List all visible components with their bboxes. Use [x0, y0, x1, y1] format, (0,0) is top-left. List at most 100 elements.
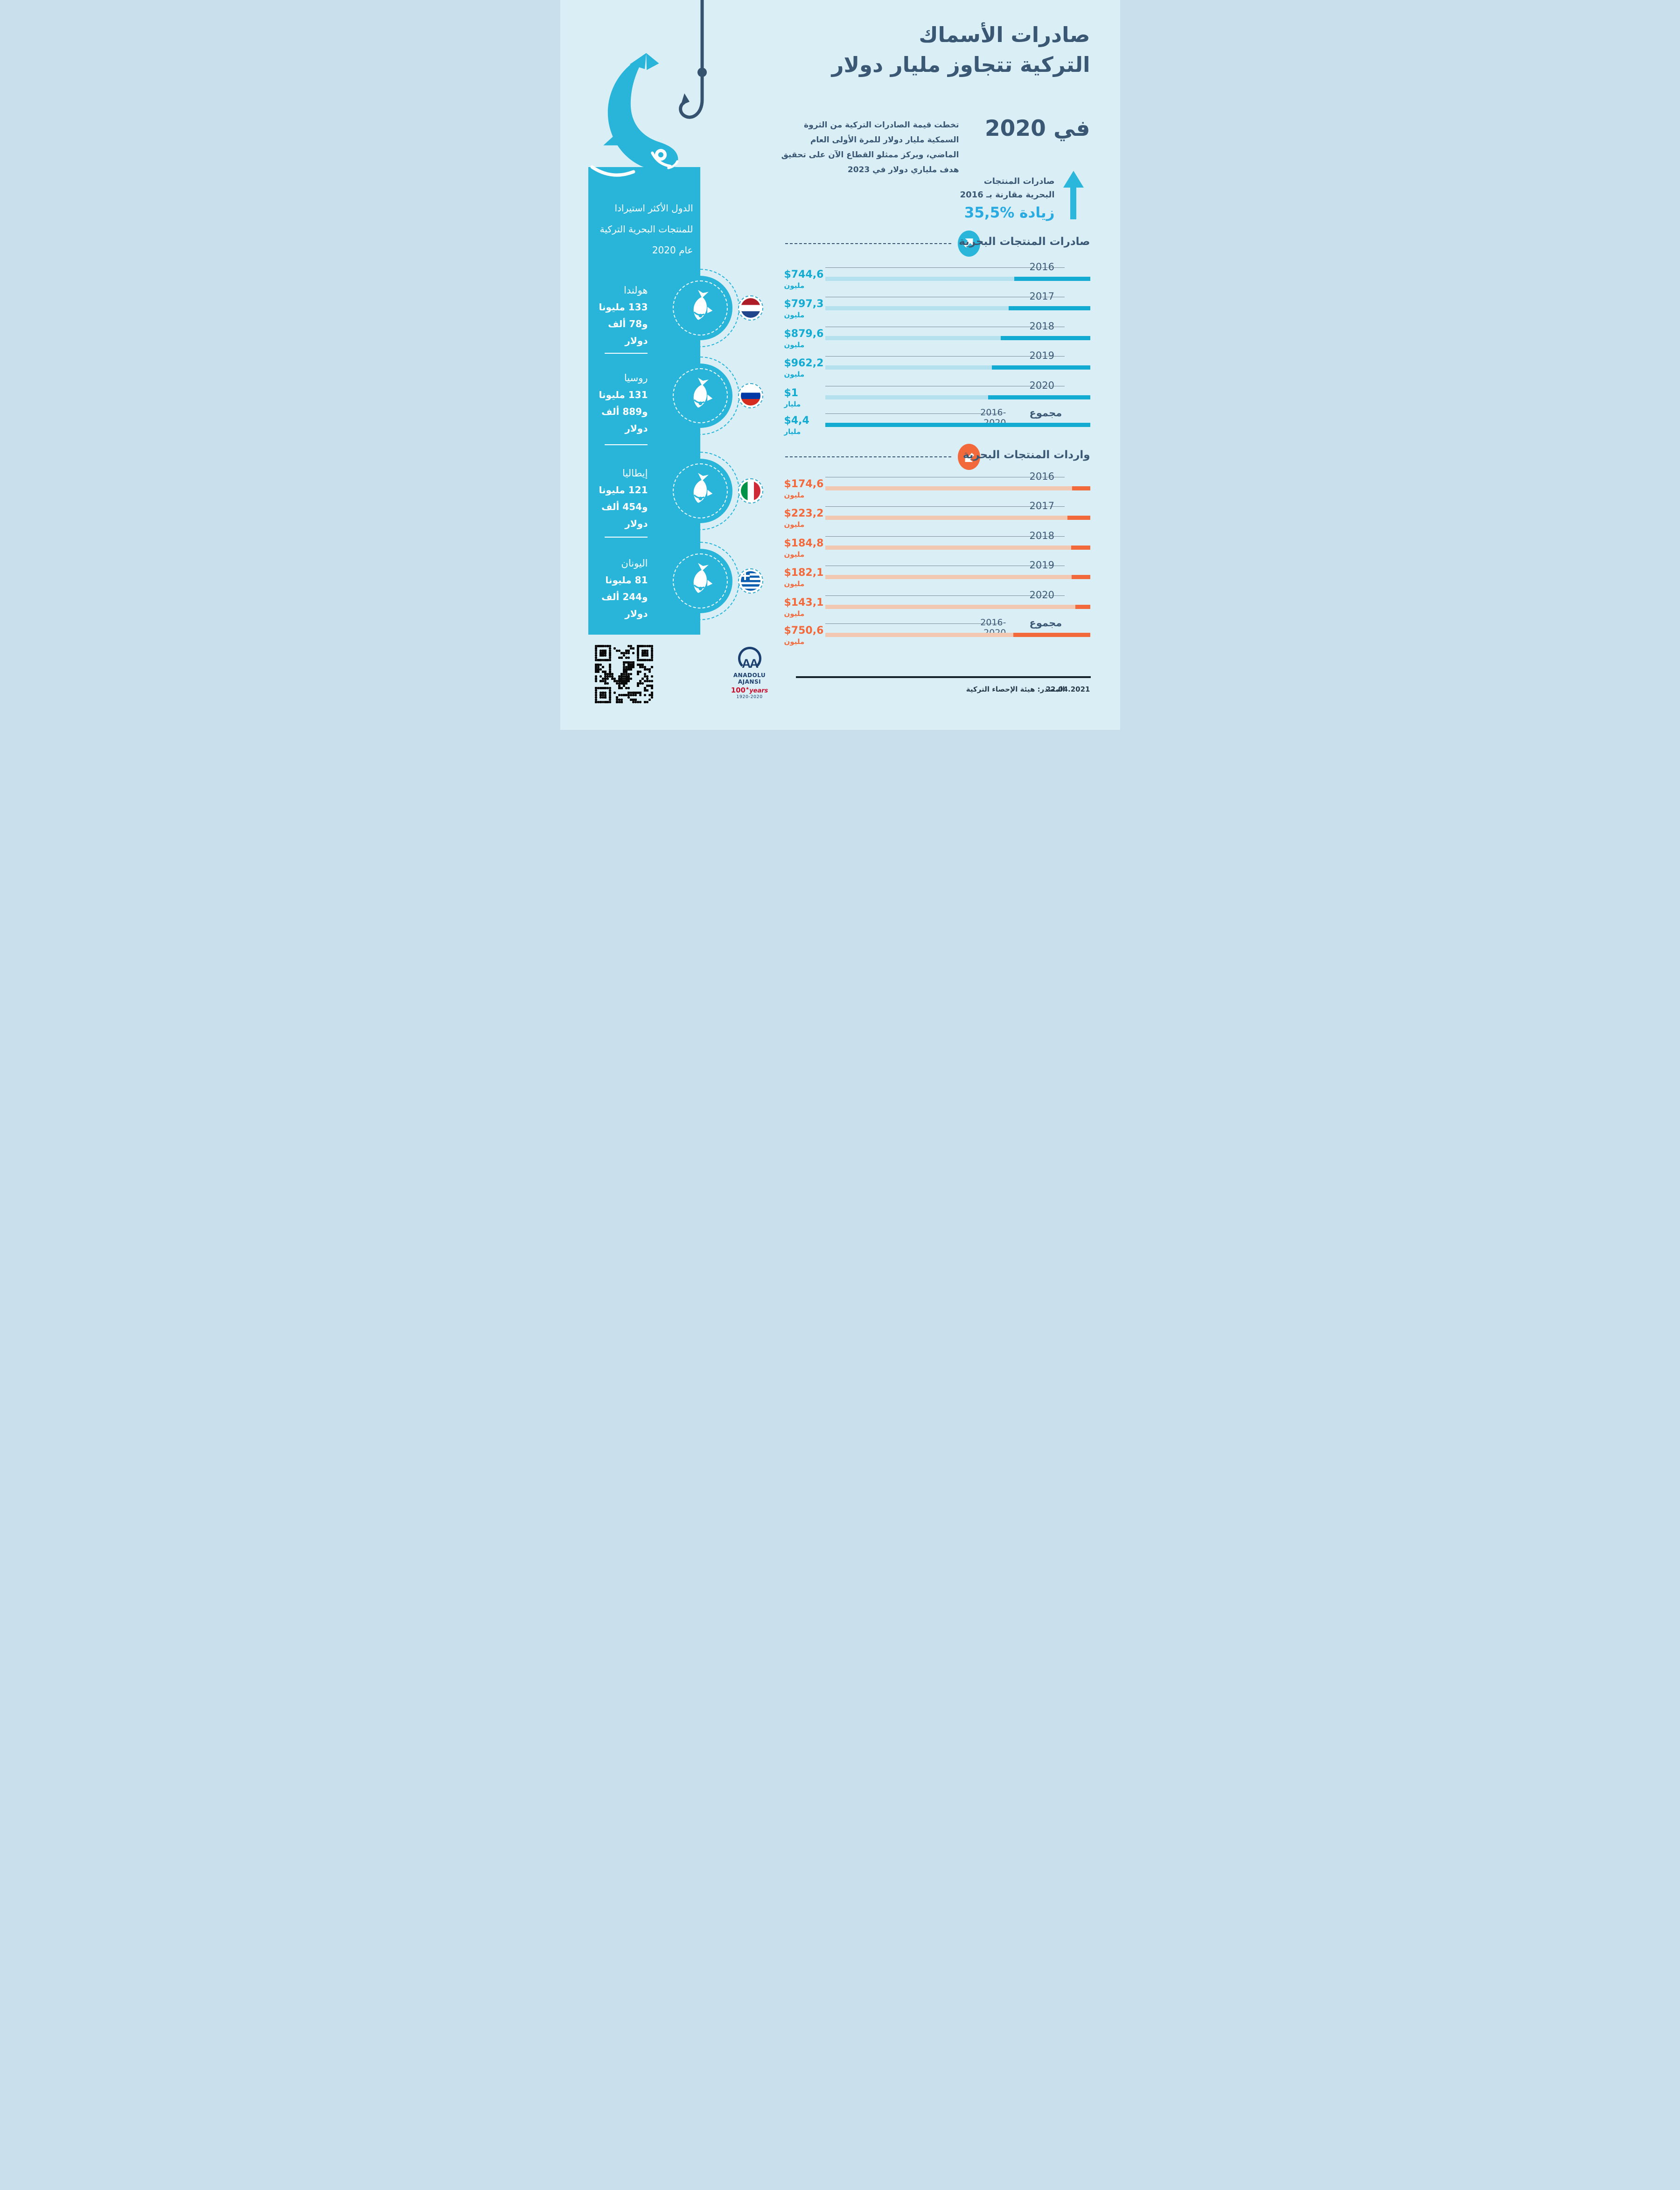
fishing-hook-icon: [678, 0, 707, 119]
aa-logo-letters: AA: [742, 657, 759, 671]
increase-headline: زيادة %35,5: [964, 204, 1055, 221]
country-amount-line-2: و454 ألف دولار: [601, 501, 648, 529]
year-label: 2017: [1029, 291, 1054, 302]
bar-track: [825, 395, 1090, 399]
flag-gr-icon: [740, 571, 760, 591]
panel-heading: الدول الأكثر استيرادا للمنتجات البحرية ال…: [598, 198, 693, 261]
panel-separator: [604, 444, 648, 445]
country-fish-circle: [668, 364, 732, 428]
flag-nl-icon: [740, 298, 760, 318]
imports-arrow-icon: [957, 444, 980, 470]
value-amount: $143,1: [784, 597, 824, 609]
country-fish-circle: [668, 549, 732, 613]
year-label: 2019: [1029, 350, 1054, 361]
value-unit: مليون: [784, 341, 805, 349]
value-unit: مليون: [784, 281, 805, 290]
value-label: $143,1 مليون: [784, 597, 824, 619]
source-label: المصدر: هيئة الإحصاء التركية: [966, 685, 1065, 693]
year-label: 2020: [1029, 380, 1054, 391]
year-label: 2018: [1029, 321, 1054, 332]
page-title-line-3: في 2020: [984, 116, 1090, 141]
bar-fill: [1072, 486, 1090, 490]
country-amount-line-2: و889 ألف دولار: [601, 406, 648, 434]
country-amount-line-1: 121 مليونا: [599, 484, 648, 496]
increase-up-arrow-icon: [1063, 171, 1084, 220]
value-amount: $962,2: [784, 357, 824, 369]
infographic-root: الدول الأكثر استيرادا للمنتجات البحرية ال…: [560, 0, 1120, 730]
agency-name: ANADOLU AJANSI: [733, 672, 766, 685]
value-unit: مليون: [784, 311, 805, 319]
value-label: $879,6 مليون: [784, 329, 824, 350]
exports-dashed-divider: [785, 243, 951, 244]
country-amount-line-2: و244 ألف دولار: [601, 591, 648, 619]
value-label: $182,1 مليون: [784, 567, 824, 589]
value-amount: $174,6: [784, 478, 824, 490]
value-amount: $223,2: [784, 508, 824, 519]
exports-section: صادرات المنتجات البحرية 2016 $744,6 مليون 2…: [784, 231, 1090, 443]
value-unit: مليون: [784, 370, 805, 378]
greek-flag-canton: [740, 571, 750, 580]
bar-track: [825, 633, 1090, 637]
subtitle-line: هدف ملياري دولار في 2023: [847, 165, 959, 175]
page-title-line-2: التركية تتجاوز مليار دولار: [831, 52, 1090, 77]
bar-fill: [1067, 516, 1090, 520]
value-label: $1 مليار: [784, 388, 819, 409]
year-axis-line: [825, 506, 1065, 507]
value-unit: مليون: [784, 520, 805, 529]
value-unit: مليون: [784, 637, 805, 646]
country-flag-icon: [738, 295, 763, 321]
panel-separator: [604, 537, 648, 538]
value-label: $4,4 مليار: [784, 415, 819, 437]
bar-fill: [1014, 277, 1090, 281]
subtitle: تخطت قيمة الصادرات التركية من الثروة السم…: [759, 118, 959, 177]
country-item-text: روسيا 131 مليونا و889 ألف دولار: [587, 370, 648, 437]
value-unit: مليار: [784, 400, 801, 408]
bar-track: [825, 546, 1090, 550]
bar-fill: [825, 423, 1090, 427]
bar-track: [825, 605, 1090, 609]
country-name: هولندا: [623, 285, 648, 296]
page-title-line-1: صادرات الأسماك: [919, 22, 1090, 47]
year-label: 2018: [1029, 530, 1054, 541]
subtitle-line: الماضي، ويركز ممثلو القطاع الآن على تحقي…: [781, 150, 959, 160]
year-axis-line: [825, 267, 1065, 268]
value-unit: مليون: [784, 491, 805, 499]
fish-icon: [678, 286, 722, 330]
fish-icon: [678, 469, 722, 513]
year-axis-line: [825, 356, 1065, 357]
bar-fill: [1071, 575, 1090, 579]
big-fish-icon: [590, 53, 678, 177]
year-label: 2016: [1029, 261, 1054, 273]
bar-fill: [1000, 336, 1090, 340]
flag-it-icon: [740, 481, 760, 501]
footer-divider-line: [795, 676, 1091, 678]
value-unit: مليون: [784, 550, 805, 559]
bar-fill: [988, 395, 1090, 399]
panel-heading-line: عام 2020: [652, 245, 693, 256]
centenary-range: 1920-2020: [736, 694, 763, 700]
panel-heading-line: للمنتجات البحرية التركية: [600, 224, 693, 235]
increase-line-1: صادرات المنتجات: [983, 176, 1055, 186]
country-fish-circle: [668, 459, 732, 523]
country-fish-circle: [668, 276, 732, 340]
year-label: 2016: [1029, 471, 1054, 482]
value-label: $744,6 مليون: [784, 269, 824, 291]
year-axis-line: [825, 413, 1001, 414]
subtitle-line: السمكية مليار دولار للمرة الأولى العام: [810, 135, 959, 145]
total-label: مجموع: [1029, 617, 1062, 629]
anadolu-agency-logo: AA ANADOLU AJANSI 100★years 1920-2020: [723, 647, 777, 700]
country-name: إيطاليا: [622, 468, 648, 479]
imports-section-title: واردات المنتجات البحرية: [962, 449, 1090, 461]
increase-line-2: البحرية مقارنة بـ 2016: [960, 190, 1055, 200]
country-flag-icon: [738, 383, 763, 408]
value-label: $174,6 مليون: [784, 478, 824, 500]
bar-fill: [1009, 306, 1090, 310]
year-label: 2017: [1029, 500, 1054, 511]
qr-code: [594, 645, 653, 703]
imports-dashed-divider: [785, 456, 951, 457]
country-amount-line-1: 133 مليونا: [599, 301, 648, 313]
value-label: $962,2 مليون: [784, 357, 824, 379]
country-item-text: هولندا 133 مليونا و78 ألف دولار: [587, 282, 648, 349]
bar-track: [825, 575, 1090, 579]
bar-track: [825, 516, 1090, 520]
